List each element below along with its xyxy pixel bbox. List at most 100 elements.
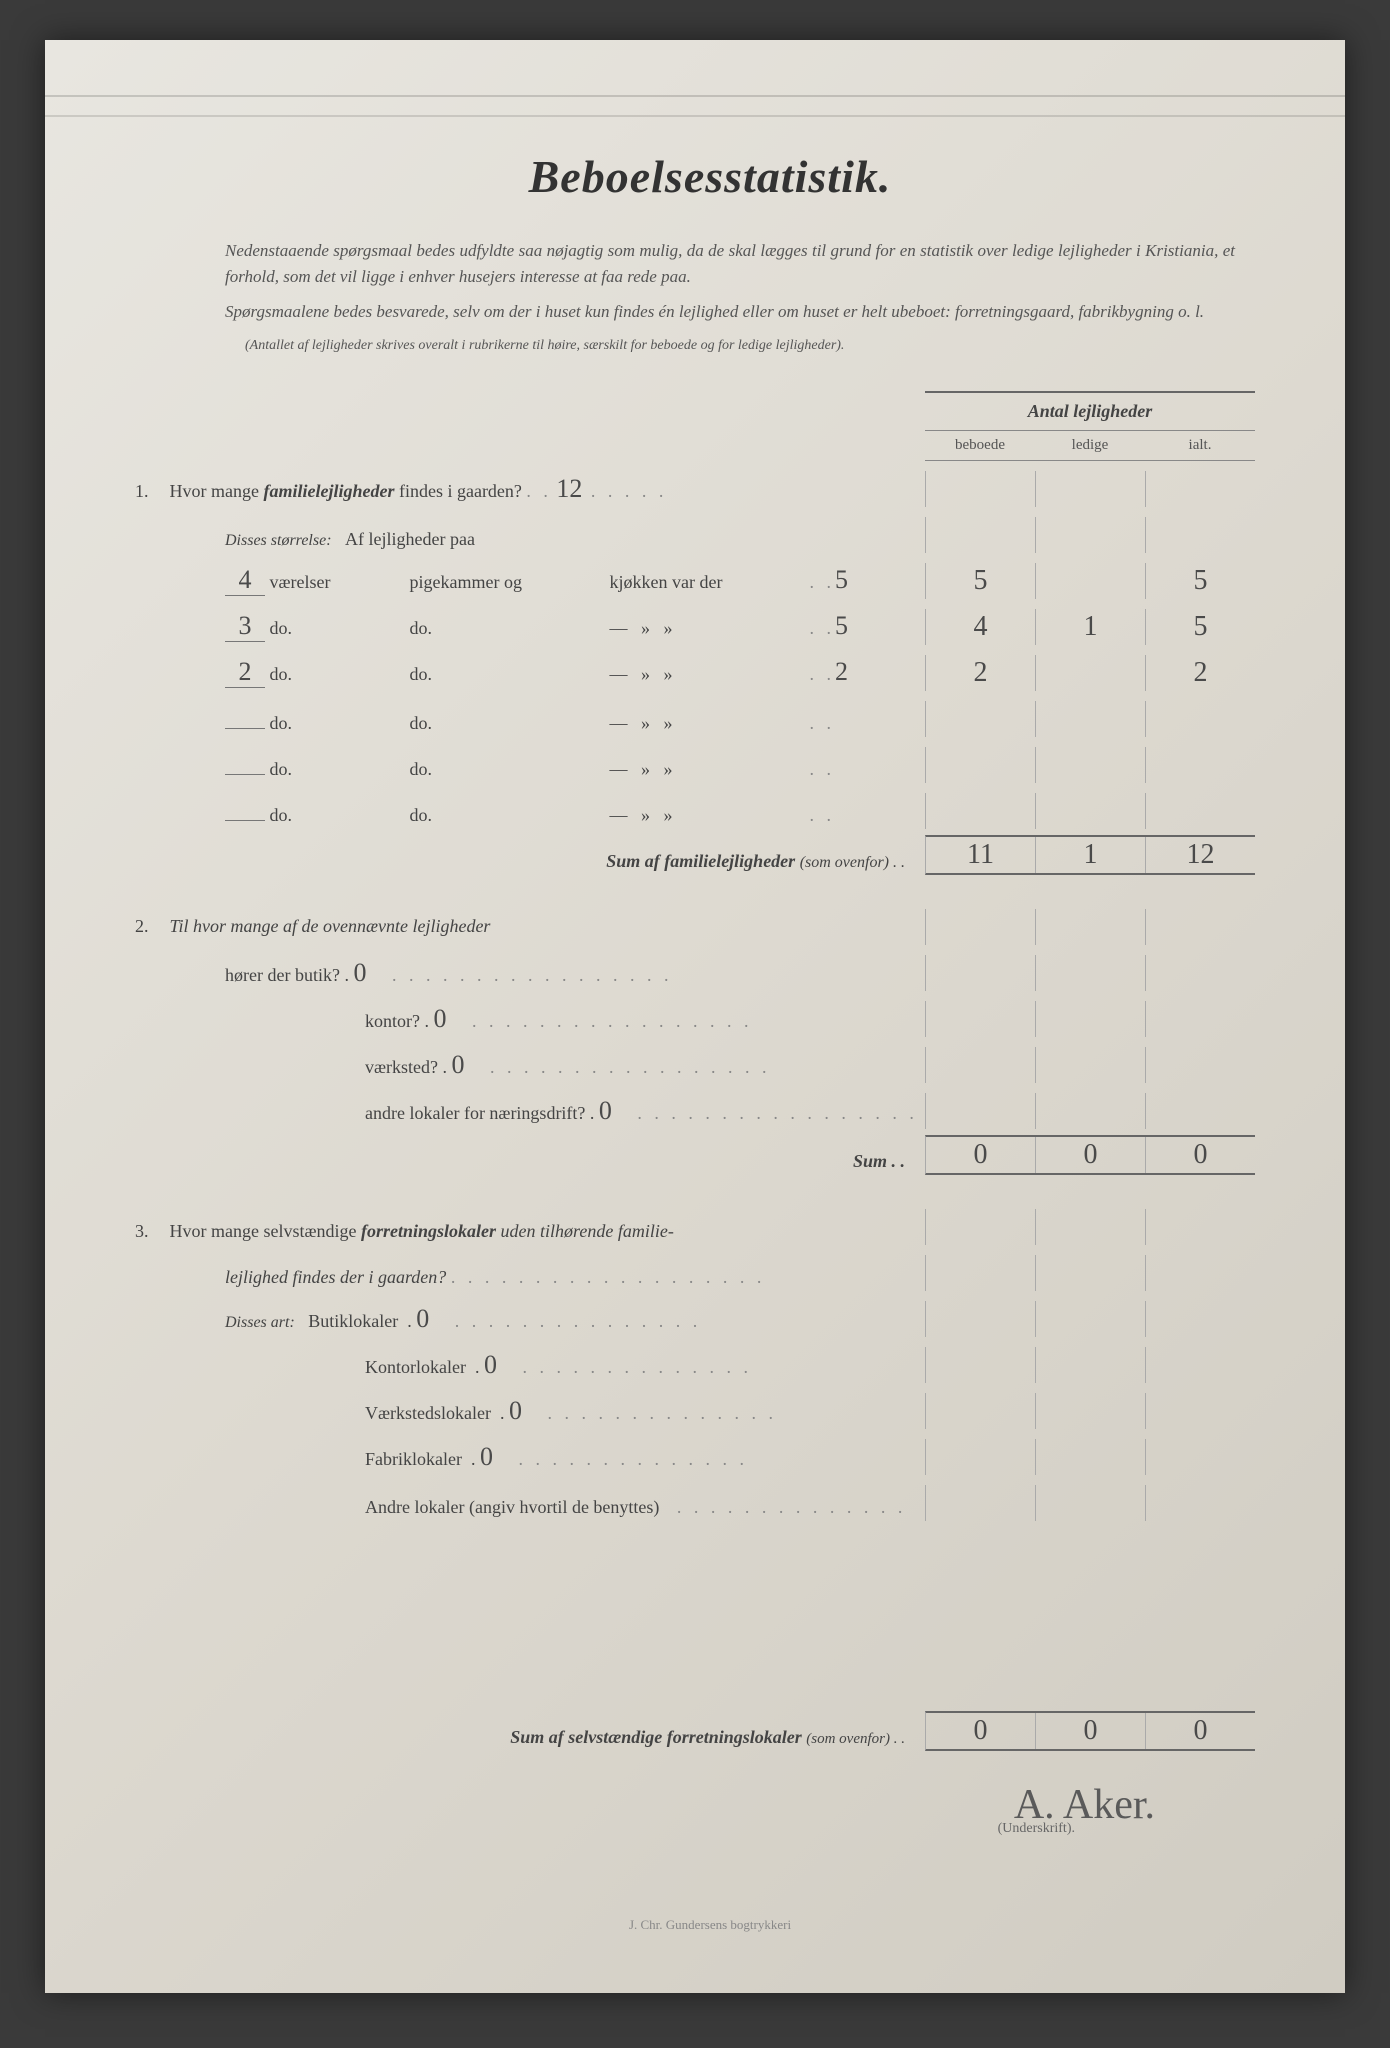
q2-row: 2. Til hvor mange af de ovennævnte lejli…	[165, 903, 1255, 945]
q1-text-c: findes i gaarden?	[394, 481, 521, 501]
cell-beboede	[926, 747, 1036, 783]
col-ialt: ialt.	[1145, 431, 1255, 461]
q3-number: 3.	[135, 1221, 165, 1242]
q2-line: andre lokaler for næringsdrift? . 0 . . …	[165, 1087, 1255, 1129]
cell-ialt	[1146, 701, 1255, 737]
q2-line-value: 0	[599, 1096, 629, 1126]
q3-line: Kontorlokaler . 0 . . . . . . . . . . . …	[165, 1341, 1255, 1383]
q1-data-row: do.do.— » ». .	[165, 695, 1255, 737]
last-value: 5	[835, 565, 865, 595]
q3-text-c: uden tilhørende familie-	[496, 1221, 674, 1241]
pige-label: do.	[410, 618, 610, 639]
q1-sum-row: Sum af familielejligheder (som ovenfor) …	[165, 833, 1255, 875]
q2-sum-ialt: 0	[1146, 1137, 1255, 1173]
q1-data-row: 4 værelserpigekammer ogkjøkken var der. …	[165, 557, 1255, 599]
q3-sum-row: Sum af selvstændige forretningslokaler (…	[165, 1709, 1255, 1751]
rooms-label: do.	[270, 618, 410, 639]
q3-sum-ledige: 0	[1036, 1713, 1146, 1749]
q3-text-a: Hvor mange selvstændige	[170, 1221, 361, 1241]
q2-line-value: 0	[353, 958, 383, 988]
cell-ledige	[1036, 747, 1146, 783]
kjok-label: — » »	[610, 618, 810, 639]
intro-paragraph-3: (Antallet af lejligheder skrives overalt…	[245, 335, 1235, 356]
q3-line-value: 0	[484, 1350, 514, 1380]
pige-label: do.	[410, 759, 610, 780]
rooms-value	[225, 820, 265, 821]
footer-printer: J. Chr. Gundersens bogtrykkeri	[165, 1917, 1255, 1933]
rooms-label: do.	[270, 713, 410, 734]
kjok-label: — » »	[610, 759, 810, 780]
cell-ialt: 5	[1146, 563, 1255, 599]
col-beboede: beboede	[925, 431, 1035, 461]
q1-af: Af lejligheder paa	[345, 529, 475, 549]
q1-sum-ledige: 1	[1036, 837, 1146, 873]
q3-sum-label: Sum af selvstændige forretningslokaler	[510, 1727, 802, 1747]
q3-line: Fabriklokaler . 0 . . . . . . . . . . . …	[165, 1433, 1255, 1475]
q2-line: kontor? . 0 . . . . . . . . . . . . . . …	[165, 995, 1255, 1037]
cell-ialt	[1146, 793, 1255, 829]
q1-text-b: familielejligheder	[263, 481, 394, 501]
q3-disses: Disses art:	[225, 1314, 295, 1331]
q3-line-label: Kontorlokaler	[365, 1357, 466, 1377]
last-value: 2	[835, 657, 865, 687]
q3-sum-beboede: 0	[926, 1713, 1036, 1749]
q3-row: 3. Hvor mange selvstændige forretningslo…	[165, 1203, 1255, 1245]
q2-sum-beboede: 0	[926, 1137, 1036, 1173]
q1-data-row: do.do.— » ». .	[165, 741, 1255, 783]
q3-line-value: 0	[480, 1442, 510, 1472]
pige-label: do.	[410, 664, 610, 685]
cell-beboede	[926, 793, 1036, 829]
column-header-row: Antal lejligheder beboede ledige ialt.	[165, 391, 1255, 461]
q2-line-value: 0	[451, 1050, 481, 1080]
rooms-value: 3	[225, 611, 265, 642]
q3-line-label: Værkstedslokaler	[365, 1403, 491, 1423]
column-header-title: Antal lejligheder	[925, 391, 1255, 431]
q1-row: 1. Hvor mange familielejligheder findes …	[165, 465, 1255, 507]
q1-sum-note: (som ovenfor) . .	[800, 854, 905, 871]
cell-ialt: 5	[1146, 609, 1255, 645]
q3-text-b: forretningslokaler	[361, 1221, 496, 1241]
q1-data-row: 3 do.do.— » ». .5415	[165, 603, 1255, 645]
q1-text-a: Hvor mange	[170, 481, 264, 501]
intro-paragraph-2: Spørgsmaalene bedes besvarede, selv om d…	[225, 299, 1235, 325]
q1-disses: Disses størrelse:	[225, 532, 332, 549]
rooms-label: do.	[270, 664, 410, 685]
q2-sum-row: Sum . . 0 0 0	[165, 1133, 1255, 1175]
q3-line-label: Butiklokaler	[308, 1311, 398, 1331]
q3-line-value: 0	[509, 1396, 539, 1426]
kjok-label: — » »	[610, 805, 810, 826]
q2-line-label: andre lokaler for næringsdrift?	[365, 1103, 585, 1123]
pige-label: do.	[410, 713, 610, 734]
kjok-label: — » »	[610, 664, 810, 685]
rooms-value	[225, 774, 265, 775]
q3-line: Værkstedslokaler . 0 . . . . . . . . . .…	[165, 1387, 1255, 1429]
q2-line-label: kontor?	[365, 1011, 420, 1031]
rooms-value: 4	[225, 565, 265, 596]
cell-ledige: 1	[1036, 609, 1146, 645]
pige-label: do.	[410, 805, 610, 826]
q3-line-value: 0	[416, 1304, 446, 1334]
cell-ialt: 2	[1146, 655, 1255, 691]
q1-sum-label: Sum af familielejligheder	[606, 851, 795, 871]
cell-ledige	[1036, 563, 1146, 599]
q2-sum-ledige: 0	[1036, 1137, 1146, 1173]
cell-beboede: 5	[926, 563, 1036, 599]
col-ledige: ledige	[1035, 431, 1145, 461]
cell-ledige	[1036, 701, 1146, 737]
q3-text-d: lejlighed findes der i gaarden?	[225, 1267, 446, 1287]
q3-sum-note: (som ovenfor) . .	[806, 1731, 905, 1747]
q2-line-label: hører der butik?	[225, 965, 340, 985]
q1-disses-row: Disses størrelse: Af lejligheder paa	[165, 511, 1255, 553]
q3-row-2: lejlighed findes der i gaarden? . . . . …	[165, 1249, 1255, 1291]
kjok-label: — » »	[610, 713, 810, 734]
intro-paragraph-1: Nedenstaaende spørgsmaal bedes udfyldte …	[225, 238, 1235, 289]
q1-sum-ialt: 12	[1146, 837, 1255, 873]
q2-line-value: 0	[433, 1004, 463, 1034]
rooms-label: do.	[270, 759, 410, 780]
q1-data-row: 2 do.do.— » ». .222	[165, 649, 1255, 691]
last-value: 5	[835, 611, 865, 641]
cell-ialt	[1146, 747, 1255, 783]
q1-number: 1.	[135, 481, 165, 502]
q2-number: 2.	[135, 916, 165, 937]
cell-ledige	[1036, 793, 1146, 829]
